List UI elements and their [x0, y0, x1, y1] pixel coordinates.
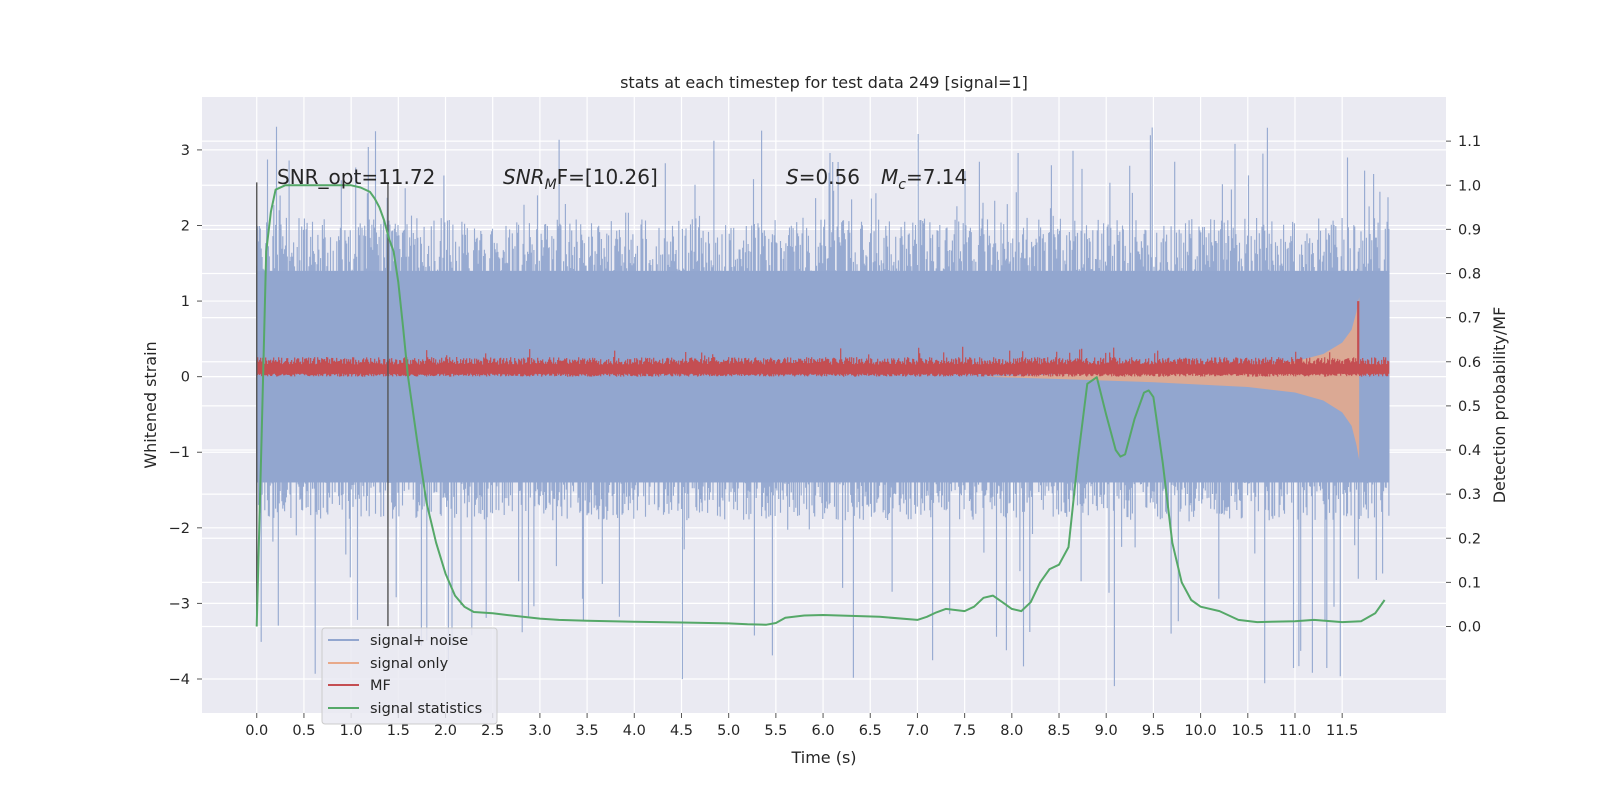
y-tick-label-right: 0.5: [1458, 399, 1481, 415]
y-tick-label-left: 0: [181, 370, 190, 386]
x-tick-label: 8.0: [1000, 723, 1023, 739]
legend-label-signal-noise: signal+ noise: [370, 633, 468, 649]
legend-label-signal-statistics: signal statistics: [370, 701, 482, 717]
x-tick-label: 7.0: [906, 723, 929, 739]
y-tick-label-right: 0.0: [1458, 620, 1481, 636]
x-tick-label: 1.5: [387, 723, 410, 739]
y-tick-label-right: 0.3: [1458, 487, 1481, 503]
y-axis-label-right: Detection probability/MF: [1490, 307, 1509, 504]
x-tick-label: 6.0: [812, 723, 835, 739]
y-tick-label-right: 1.0: [1458, 178, 1481, 194]
annotation-snr-opt: SNR_opt=11.72: [277, 165, 435, 189]
y-tick-label-right: 0.8: [1458, 267, 1481, 283]
annotation-mc: Mc=7.14: [881, 165, 967, 193]
y-tick-label-right: 0.7: [1458, 311, 1481, 327]
y-tick-label-right: 1.1: [1458, 134, 1481, 150]
x-tick-label: 11.5: [1326, 723, 1358, 739]
x-tick-label: 6.5: [859, 723, 882, 739]
x-tick-label: 8.5: [1047, 723, 1070, 739]
y-axis-label-left: Whitened strain: [141, 341, 160, 468]
x-tick-label: 2.0: [434, 723, 457, 739]
y-tick-label-left: −2: [169, 521, 190, 537]
x-tick-label: 11.0: [1279, 723, 1311, 739]
annotation-snr-mf: SNRMF=[10.26]: [503, 165, 658, 193]
y-tick-label-left: 1: [181, 294, 190, 310]
x-tick-label: 7.5: [953, 723, 976, 739]
legend-label-signal-only: signal only: [370, 656, 449, 672]
y-tick-label-left: −3: [169, 596, 190, 612]
plot-area: [255, 126, 1390, 687]
x-tick-label: 5.0: [717, 723, 740, 739]
legend-label-mf: MF: [370, 678, 391, 694]
signal-statistics-line: [255, 184, 1386, 627]
y-tick-label-left: 2: [181, 218, 190, 234]
x-tick-label: 5.5: [764, 723, 787, 739]
x-tick-label: 2.5: [481, 723, 504, 739]
signal-only-envelope: [983, 297, 1360, 460]
x-tick-label: 1.0: [340, 723, 363, 739]
x-tick-label: 4.0: [623, 723, 646, 739]
x-axis-label: Time (s): [790, 748, 856, 767]
annotation-s: S=0.56: [786, 165, 860, 189]
x-tick-label: 0.5: [292, 723, 315, 739]
x-tick-label: 0.0: [245, 723, 268, 739]
x-ticks: 0.0 0.5 1.0 1.5 2.0 2.5 3.0 3.5 4.0 4.5 5.0 5.5 6.0 6…: [245, 713, 1358, 739]
legend: signal+ noise signal only MF signal stat…: [321, 627, 498, 725]
y-tick-label-right: 0.2: [1458, 531, 1481, 547]
x-tick-label: 3.0: [528, 723, 551, 739]
x-tick-label: 3.5: [576, 723, 599, 739]
y-tick-label-right: 0.9: [1458, 222, 1481, 238]
vertical-markers: [256, 182, 389, 627]
y-tick-label-left: −4: [169, 672, 190, 688]
x-tick-label: 10.0: [1184, 723, 1216, 739]
x-tick-label: 9.0: [1095, 723, 1118, 739]
x-tick-label: 9.5: [1142, 723, 1165, 739]
x-tick-label: 10.5: [1232, 723, 1264, 739]
y-ticks-left: 3 2 1 0 −1 −2 −3 −4: [169, 143, 202, 688]
y-tick-label-right: 0.4: [1458, 443, 1481, 459]
y-tick-label-right: 0.6: [1458, 355, 1481, 371]
y-tick-label-left: 3: [181, 143, 190, 159]
y-tick-label-right: 0.1: [1458, 575, 1481, 591]
series-signal-statistics: [255, 184, 1386, 627]
y-ticks-right: 1.1 1.0 0.9 0.8 0.7 0.6 0.5 0.4 0.3 0.2 0.1 0.0: [1446, 134, 1481, 636]
y-tick-label-left: −1: [169, 445, 190, 461]
chart-title: stats at each timestep for test data 249…: [620, 73, 1028, 92]
series-signal-only: [983, 297, 1360, 460]
legend-box: [321, 627, 498, 725]
x-tick-label: 4.5: [670, 723, 693, 739]
